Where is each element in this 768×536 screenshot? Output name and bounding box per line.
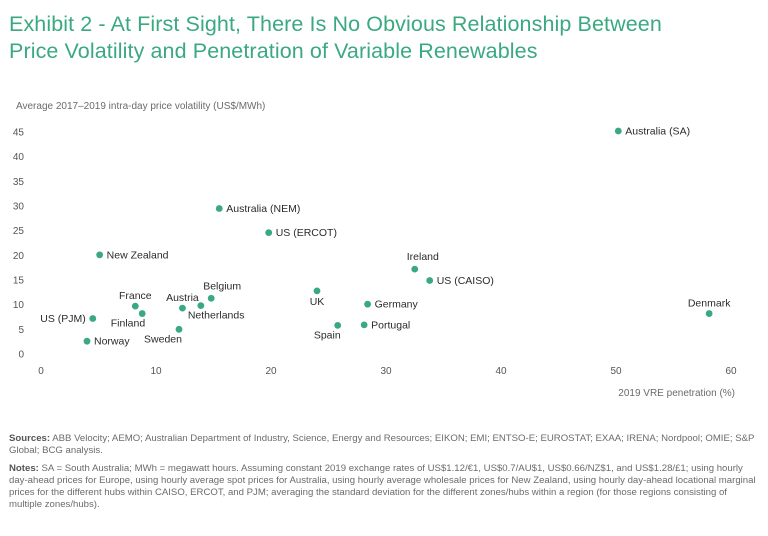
data-point: [364, 300, 371, 308]
title-line-1: Exhibit 2 - At First Sight, There Is No …: [9, 12, 662, 36]
point-label: New Zealand: [107, 249, 169, 261]
point-label: Australia (NEM): [226, 203, 300, 215]
point-label: Portugal: [371, 319, 410, 331]
point-label: US (ERCOT): [276, 227, 337, 239]
data-point: [705, 310, 713, 317]
point-label: France: [119, 290, 152, 302]
notes-section: Sources: ABB Velocity; AEMO; Australian …: [9, 433, 759, 517]
x-axis-ticks: 0 10 20 30 40 50 60: [38, 366, 737, 377]
data-point: [614, 127, 622, 135]
data-point: [215, 205, 223, 212]
data-point: [131, 302, 139, 310]
notes-text: SA = South Australia; MWh = megawatt hou…: [9, 463, 756, 510]
data-point: [313, 287, 321, 295]
y-tick-label: 45: [13, 128, 25, 139]
data-point: [175, 325, 183, 333]
point-label: US (CAISO): [437, 275, 494, 287]
data-point: [207, 294, 215, 302]
notes-label: Notes:: [9, 463, 39, 474]
x-tick-label: 10: [150, 366, 162, 377]
data-points: Australia (SA) Australia (NEM) US (ERCOT) N…: [40, 126, 731, 348]
point-label: US (PJM): [40, 313, 86, 325]
data-point: [334, 321, 342, 329]
data-point: [89, 315, 97, 322]
data-point: [179, 304, 186, 312]
x-tick-label: 60: [725, 366, 737, 377]
x-axis-label: 2019 VRE penetration (%): [618, 388, 735, 399]
point-label: Spain: [314, 329, 341, 341]
point-label: UK: [310, 296, 325, 308]
y-tick-label: 20: [13, 251, 25, 262]
point-label: Netherlands: [188, 310, 245, 322]
point-label: Norway: [94, 336, 130, 348]
y-tick-label: 0: [18, 350, 24, 361]
data-point: [197, 302, 205, 310]
title-line-2: Price Volatility and Penetration of Vari…: [9, 39, 538, 63]
data-point: [83, 337, 91, 345]
sources-label: Sources:: [9, 433, 51, 444]
sources-text: ABB Velocity; AEMO; Australian Departmen…: [9, 433, 755, 456]
point-label: Austria: [166, 292, 199, 304]
y-tick-label: 25: [13, 226, 25, 237]
x-tick-label: 30: [380, 366, 392, 377]
point-label: Ireland: [407, 251, 439, 263]
point-label: Belgium: [203, 280, 241, 292]
data-point: [411, 265, 419, 273]
point-label: Sweden: [144, 333, 182, 345]
x-tick-label: 40: [495, 366, 507, 377]
point-label: Denmark: [688, 298, 731, 310]
x-tick-label: 50: [610, 366, 622, 377]
notes-paragraph: Notes: SA = South Australia; MWh = megaw…: [9, 463, 759, 511]
sources-paragraph: Sources: ABB Velocity; AEMO; Australian …: [9, 433, 759, 457]
x-tick-label: 20: [265, 366, 277, 377]
data-point: [426, 277, 434, 284]
y-tick-label: 5: [18, 325, 24, 336]
point-label: Finland: [111, 318, 146, 330]
y-tick-label: 35: [13, 177, 25, 188]
data-point: [360, 321, 368, 329]
x-tick-label: 0: [38, 366, 44, 377]
exhibit-title: Exhibit 2 - At First Sight, There Is No …: [9, 11, 759, 65]
point-label: Australia (SA): [625, 126, 690, 138]
scatter-chart: Average 2017–2019 intra-day price volati…: [13, 101, 737, 399]
y-tick-label: 30: [13, 202, 25, 213]
y-tick-label: 10: [13, 300, 25, 311]
y-tick-label: 15: [13, 276, 25, 287]
point-label: Germany: [375, 299, 419, 311]
y-tick-label: 40: [13, 152, 25, 163]
data-point: [96, 251, 104, 259]
data-point: [265, 229, 273, 237]
y-axis-label: Average 2017–2019 intra-day price volati…: [16, 101, 265, 112]
data-point: [138, 310, 146, 317]
y-axis-ticks: 0 5 10 15 20 25 30 35 40 45: [13, 128, 25, 361]
